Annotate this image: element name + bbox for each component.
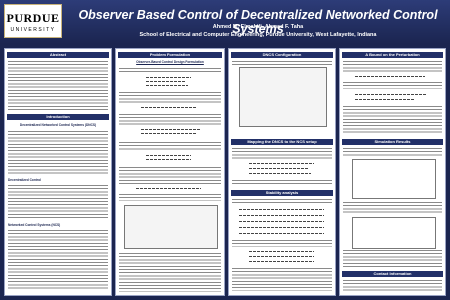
equation — [355, 94, 427, 96]
authors: Ahmed M. Elmahdi, Ahmad F. Taha — [212, 24, 304, 30]
section-header: Mapping the DNCS to the NCS setup — [231, 139, 333, 145]
text-block — [232, 239, 332, 247]
text-block — [343, 249, 442, 267]
affiliation: School of Electrical and Computer Engine… — [139, 32, 377, 38]
section-header: Introduction — [7, 114, 109, 120]
text-block — [8, 130, 108, 175]
equation — [146, 77, 191, 79]
subheading: Decentralized Networked Control Systems … — [19, 123, 97, 127]
section-header: Contact Information — [342, 271, 443, 277]
section-header: DNCS Configuration — [231, 52, 333, 58]
subheading: Networked Control Systems (NCS) — [8, 223, 61, 227]
equation — [239, 209, 324, 211]
section-header: Simulation Results — [342, 139, 443, 145]
text-block — [119, 113, 221, 125]
equation — [239, 221, 324, 223]
text-block — [232, 147, 332, 159]
column: DNCS Configuration Mapping the DNCS to t… — [228, 48, 336, 296]
header: PURDUE UNIVERSITY Observer Based Control… — [0, 0, 450, 44]
column: Problem Formulation Observer-Based Contr… — [115, 48, 225, 296]
simulation-plot — [352, 217, 436, 249]
text-block — [8, 60, 108, 110]
equation — [249, 173, 311, 175]
equation — [355, 99, 415, 101]
equation — [239, 215, 324, 217]
text-block — [8, 229, 108, 291]
equation — [146, 81, 186, 83]
equation — [239, 233, 324, 235]
text-block — [343, 201, 442, 215]
text-block — [343, 60, 442, 72]
poster-title: Observer Based Control of Decentralized … — [78, 8, 438, 36]
column: A Bound on the Perturbation Simulation R… — [339, 48, 446, 296]
equation — [355, 76, 425, 78]
subheading: Observer-Based Control Design Formulatio… — [136, 60, 204, 64]
text-block — [119, 193, 221, 201]
text-block — [343, 147, 442, 157]
equation — [249, 261, 314, 263]
logo-subtext: UNIVERSITY — [10, 27, 56, 33]
equation — [146, 155, 191, 157]
equation — [146, 85, 188, 87]
block-diagram — [124, 205, 218, 249]
text-block — [119, 91, 221, 103]
section-header: Problem Formulation — [118, 52, 222, 58]
configuration-diagram — [239, 67, 327, 127]
section-header: A Bound on the Perturbation — [342, 52, 443, 58]
text-block — [343, 105, 442, 133]
equation — [141, 107, 196, 109]
text-block — [232, 179, 332, 185]
logo: PURDUE UNIVERSITY — [4, 4, 62, 38]
text-block — [232, 198, 332, 204]
text-block — [8, 184, 108, 219]
equation — [136, 188, 201, 190]
text-block — [119, 141, 221, 151]
text-block — [232, 60, 332, 65]
text-block — [343, 81, 442, 89]
equation — [249, 251, 314, 253]
equation — [239, 227, 324, 229]
equation — [141, 133, 196, 135]
text-block — [119, 67, 221, 73]
equation — [249, 168, 309, 170]
section-header: Abstract — [7, 52, 109, 58]
subheading: Decentralized Control — [8, 178, 41, 182]
text-block — [119, 166, 221, 184]
equation — [249, 163, 314, 165]
simulation-plot — [352, 159, 436, 199]
text-block — [119, 252, 221, 292]
equation — [146, 159, 191, 161]
logo-text: PURDUE — [6, 11, 60, 25]
section-header: Stability analysis — [231, 190, 333, 196]
text-block — [343, 279, 442, 291]
column: Abstract Introduction Decentralized Netw… — [4, 48, 112, 296]
text-block — [232, 267, 332, 291]
equation — [249, 256, 314, 258]
equation — [141, 129, 201, 131]
